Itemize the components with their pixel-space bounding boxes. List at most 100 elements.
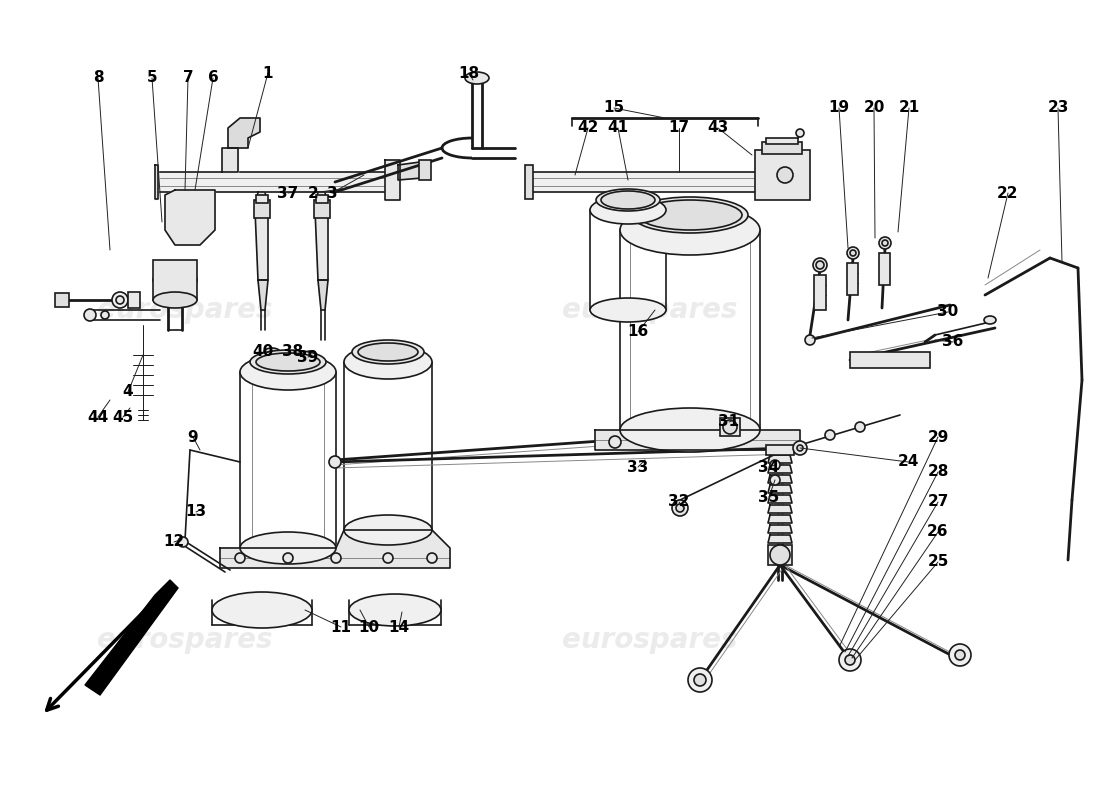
Ellipse shape: [805, 335, 815, 345]
Polygon shape: [220, 530, 450, 568]
Bar: [419, 160, 431, 180]
Bar: [814, 275, 826, 310]
Ellipse shape: [240, 354, 336, 390]
Text: 8: 8: [92, 70, 103, 86]
Text: 41: 41: [607, 121, 628, 135]
Circle shape: [672, 500, 688, 516]
Text: 39: 39: [297, 350, 319, 365]
Bar: [153, 260, 197, 300]
Bar: [314, 200, 330, 218]
Bar: [720, 418, 740, 436]
Text: 7: 7: [183, 70, 194, 86]
Bar: [847, 263, 858, 295]
Circle shape: [796, 129, 804, 137]
Text: 27: 27: [927, 494, 948, 510]
Text: 32: 32: [669, 494, 690, 510]
Polygon shape: [768, 485, 792, 493]
Ellipse shape: [116, 296, 124, 304]
Text: 38: 38: [283, 345, 304, 359]
Ellipse shape: [632, 197, 748, 233]
Polygon shape: [768, 465, 792, 473]
Bar: [762, 142, 802, 154]
Circle shape: [777, 167, 793, 183]
Ellipse shape: [212, 592, 312, 628]
Text: eurospares: eurospares: [562, 626, 738, 654]
Ellipse shape: [153, 270, 197, 290]
Text: 34: 34: [758, 459, 780, 474]
Bar: [128, 292, 140, 308]
Ellipse shape: [352, 340, 424, 364]
Polygon shape: [155, 165, 158, 199]
Text: 3: 3: [327, 186, 338, 201]
Text: 9: 9: [188, 430, 198, 445]
Circle shape: [676, 504, 684, 512]
Ellipse shape: [264, 348, 280, 356]
Text: 43: 43: [707, 121, 728, 135]
Text: eurospares: eurospares: [97, 626, 273, 654]
Bar: [766, 445, 794, 455]
Text: 10: 10: [359, 619, 380, 634]
Text: 16: 16: [627, 325, 649, 339]
Circle shape: [825, 430, 835, 440]
Polygon shape: [255, 192, 268, 280]
Ellipse shape: [240, 532, 336, 564]
Polygon shape: [222, 148, 238, 172]
Circle shape: [331, 553, 341, 563]
Circle shape: [329, 456, 341, 468]
Text: 35: 35: [758, 490, 780, 505]
Polygon shape: [768, 455, 792, 463]
Ellipse shape: [601, 191, 654, 209]
Text: 11: 11: [330, 619, 352, 634]
Text: 12: 12: [164, 534, 185, 550]
Polygon shape: [768, 515, 792, 523]
Circle shape: [383, 553, 393, 563]
Bar: [256, 195, 268, 203]
Circle shape: [609, 436, 622, 448]
Ellipse shape: [590, 196, 666, 224]
Text: 20: 20: [864, 101, 884, 115]
Ellipse shape: [620, 205, 760, 255]
Ellipse shape: [250, 350, 326, 374]
Text: 44: 44: [87, 410, 109, 425]
Polygon shape: [530, 172, 760, 192]
Text: 22: 22: [998, 186, 1019, 201]
Polygon shape: [258, 280, 268, 310]
Ellipse shape: [816, 261, 824, 269]
Polygon shape: [315, 192, 328, 280]
Text: 28: 28: [927, 465, 948, 479]
Polygon shape: [768, 495, 792, 503]
Circle shape: [427, 553, 437, 563]
Polygon shape: [768, 505, 792, 513]
Text: 42: 42: [578, 121, 598, 135]
Polygon shape: [165, 190, 214, 245]
Circle shape: [688, 668, 712, 692]
Polygon shape: [768, 525, 792, 533]
Ellipse shape: [344, 515, 432, 545]
Text: 5: 5: [146, 70, 157, 86]
Polygon shape: [228, 118, 260, 148]
Text: 4: 4: [123, 385, 133, 399]
Bar: [316, 195, 328, 203]
Circle shape: [723, 420, 737, 434]
Ellipse shape: [349, 594, 441, 626]
Ellipse shape: [590, 298, 666, 322]
Circle shape: [178, 537, 188, 547]
Circle shape: [770, 545, 790, 565]
Ellipse shape: [358, 343, 418, 361]
Ellipse shape: [101, 311, 109, 319]
Circle shape: [955, 650, 965, 660]
Polygon shape: [768, 475, 792, 483]
Ellipse shape: [112, 292, 128, 308]
Polygon shape: [398, 162, 422, 180]
Ellipse shape: [847, 247, 859, 259]
Ellipse shape: [879, 237, 891, 249]
Polygon shape: [595, 430, 800, 450]
Text: 18: 18: [459, 66, 480, 81]
Polygon shape: [385, 160, 400, 200]
Text: eurospares: eurospares: [97, 296, 273, 324]
Ellipse shape: [465, 72, 490, 84]
Ellipse shape: [882, 240, 888, 246]
Text: 21: 21: [899, 101, 920, 115]
Text: 17: 17: [669, 121, 690, 135]
Text: 40: 40: [252, 345, 274, 359]
